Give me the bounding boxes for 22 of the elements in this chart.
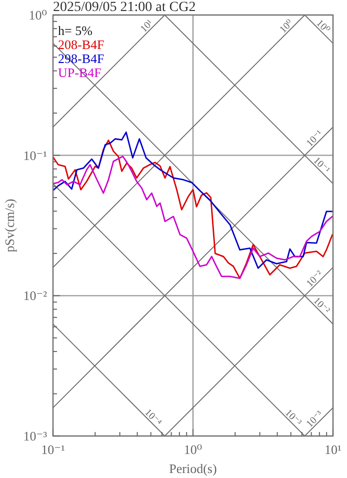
x-tick-label: 10¹ (324, 442, 342, 457)
y-tick-label: 10⁰ (28, 8, 47, 23)
y-tick-label: 10⁻¹ (23, 148, 48, 163)
y-tick-label: 10⁻² (23, 288, 48, 304)
annotation: h= 5% (58, 23, 93, 38)
text: 10¹ (138, 18, 156, 35)
x-tick-label: 10⁰ (184, 442, 202, 457)
text: 10⁻¹ (310, 155, 332, 176)
text: 10⁻³ (282, 408, 304, 428)
chart-title: 2025/09/05 21:00 at CG2 (53, 0, 196, 15)
text: 10⁰ (278, 18, 296, 36)
y-tick-label: 10⁻³ (23, 428, 48, 444)
y-axis-title: pSv(cm/s) (2, 198, 17, 252)
text: 10⁻⁴ (142, 407, 164, 429)
text: 10⁰ (314, 18, 332, 36)
text: 10⁻³ (304, 409, 326, 430)
x-axis-title: Period(s) (169, 461, 217, 476)
text: 10⁻² (310, 296, 332, 316)
text: 10⁻¹ (304, 128, 326, 150)
text: 208-B4F (58, 37, 104, 52)
x-tick-label: 10⁻¹ (41, 442, 65, 457)
text: 10⁻² (304, 268, 326, 290)
